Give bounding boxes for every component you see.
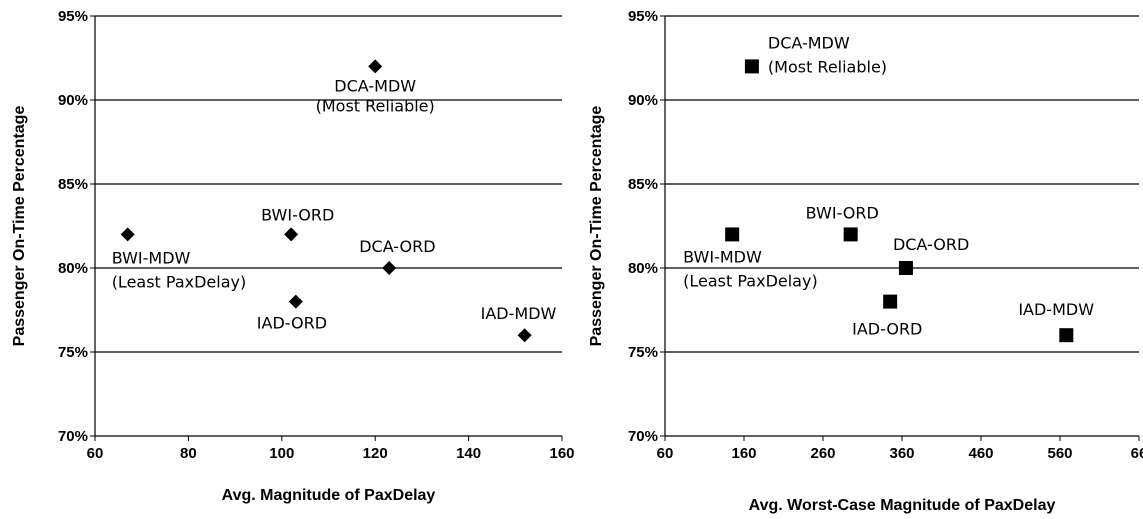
point-label: DCA-MDW (334, 76, 416, 95)
point-label: BWI-ORD (261, 205, 334, 224)
point-label: BWI-MDW (683, 247, 762, 266)
y-tick-label: 75% (58, 344, 88, 361)
data-point (382, 261, 397, 275)
y-tick-label: 75% (628, 344, 658, 361)
chart-1: 70% 75% 80% 85% 90% 95% 60 80 100 120 140 160 Avg. M… (11, 8, 575, 504)
x-tick-label: 120 (363, 445, 388, 462)
point-label: DCA-MDW (768, 33, 850, 52)
x-tick-label: 560 (1047, 445, 1072, 462)
y-tick-label: 85% (58, 176, 88, 193)
point-label: IAD-ORD (257, 314, 327, 333)
data-point (284, 227, 299, 242)
y-tick-label: 90% (628, 92, 658, 109)
point-label: BWI-MDW (112, 248, 191, 267)
y-axis-title: Passenger On-Time Percentage (588, 106, 605, 347)
y-tick-label: 90% (58, 92, 88, 109)
x-tick-label: 260 (810, 445, 835, 462)
x-tick-label: 66 (1131, 445, 1143, 462)
y-tick-label: 85% (628, 176, 658, 193)
point-label: DCA-ORD (359, 237, 435, 256)
x-axis-title: Avg. Worst-Case Magnitude of PaxDelay (749, 497, 1056, 514)
point-label: IAD-MDW (481, 304, 557, 323)
data-point (744, 59, 759, 74)
data-point (368, 59, 383, 74)
y-tick-label: 70% (58, 428, 88, 445)
x-tick-label: 360 (889, 445, 914, 462)
x-axis-title: Avg. Magnitude of PaxDelay (222, 487, 436, 504)
x-tick-label: 160 (549, 445, 574, 462)
x-tick-label: 140 (456, 445, 481, 462)
point-sublabel: (Most Reliable) (768, 57, 887, 76)
point-label: IAD-MDW (1018, 300, 1094, 319)
data-point (725, 227, 740, 242)
y-tick-label: 70% (628, 428, 658, 445)
x-tick-label: 80 (180, 445, 197, 462)
data-point (843, 227, 858, 242)
x-tick-label: 60 (657, 445, 674, 462)
point-label: BWI-ORD (806, 203, 879, 222)
data-point (898, 261, 913, 275)
point-label: IAD-ORD (852, 320, 922, 339)
y-tick-label: 80% (58, 260, 88, 277)
y-tick-label: 80% (628, 260, 658, 277)
chart-2: 70% 75% 80% 85% 90% 95% 60 160 260 360 460 560 66 Avg… (588, 8, 1143, 514)
y-axis-title: Passenger On-Time Percentage (11, 106, 28, 347)
y-tick-label: 95% (58, 8, 88, 25)
point-label: DCA-ORD (893, 235, 969, 254)
x-tick-label: 100 (269, 445, 294, 462)
data-point (517, 328, 532, 343)
x-tick-label: 160 (731, 445, 756, 462)
data-point (288, 294, 303, 309)
data-point (1059, 328, 1074, 343)
point-sublabel: (Least PaxDelay) (683, 271, 818, 290)
y-tick-label: 95% (628, 8, 658, 25)
x-tick-label: 60 (87, 445, 104, 462)
data-point (120, 227, 135, 242)
data-point (883, 294, 898, 309)
point-sublabel: (Most Reliable) (316, 96, 435, 115)
x-tick-label: 460 (968, 445, 993, 462)
point-sublabel: (Least PaxDelay) (112, 272, 247, 291)
